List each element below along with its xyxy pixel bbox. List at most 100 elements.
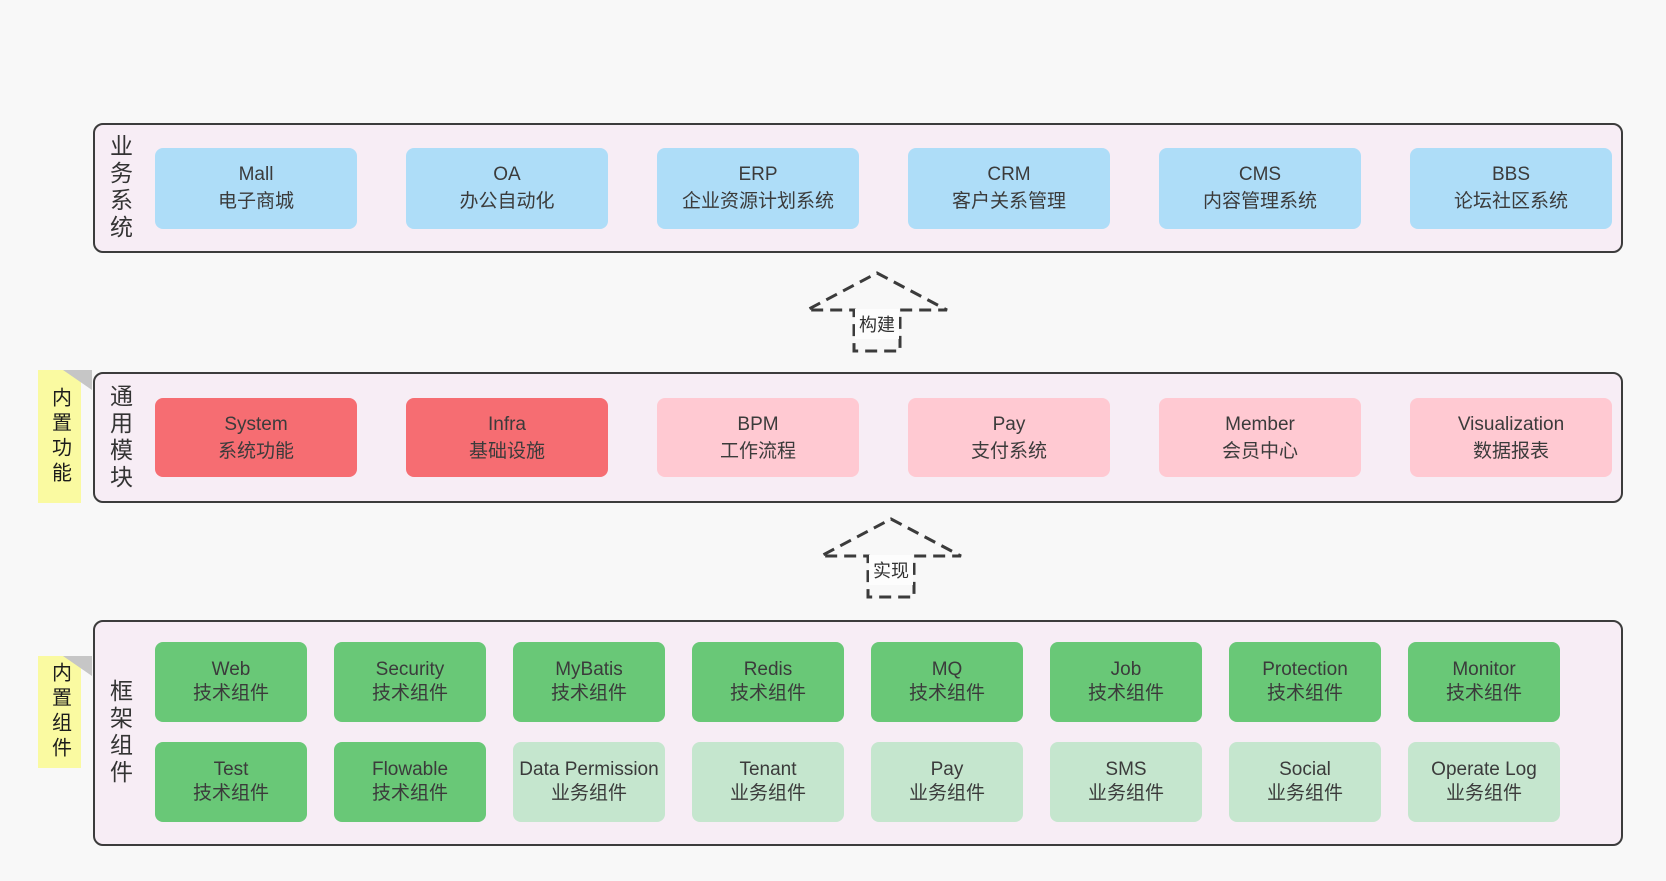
layer-common-modules: 通用模块 System 系统功能 Infra 基础设施 BPM 工作流程 Pay… [93,372,1623,503]
framework-components-row-1: Web 技术组件 Security 技术组件 MyBatis 技术组件 Redi… [155,642,1621,722]
node-bbs: BBS 论坛社区系统 [1410,147,1612,229]
node-title: Mall [238,164,274,185]
node-subtitle: 系统功能 [217,440,294,462]
node-title: Member [1225,413,1295,435]
node-subtitle: 内容管理系统 [1202,191,1317,212]
node-title: CRM [987,164,1031,185]
node-erp: ERP 企业资源计划系统 [657,147,859,229]
node-subtitle: 技术组件 [1445,683,1522,704]
node-subtitle: 技术组件 [192,783,269,804]
layer-common-modules-label: 通用模块 [106,383,133,492]
node-visualization: Visualization 数据报表 [1410,398,1612,477]
layer-framework-components: 框架组件 Web 技术组件 Security 技术组件 MyBatis 技术组件… [93,620,1623,846]
node-title: Infra [487,413,527,435]
node-pay-system: Pay 支付系统 [908,398,1110,477]
node-social: Social 业务组件 [1229,742,1381,822]
node-job: Job 技术组件 [1050,642,1202,722]
node-subtitle: 技术组件 [1266,683,1343,704]
node-subtitle: 技术组件 [371,783,448,804]
common-modules-boxes: System 系统功能 Infra 基础设施 BPM 工作流程 Pay 支付系统… [143,374,1621,501]
node-subtitle: 业务组件 [1266,783,1343,804]
node-subtitle: 工作流程 [719,440,796,462]
node-title: Pay [992,413,1026,435]
node-subtitle: 技术组件 [371,683,448,704]
framework-components-rows: Web 技术组件 Security 技术组件 MyBatis 技术组件 Redi… [143,622,1621,844]
node-title: ERP [738,164,778,185]
node-system: System 系统功能 [155,398,357,477]
node-tenant: Tenant 业务组件 [692,742,844,822]
folded-corner-icon [63,656,92,676]
framework-components-row-2: Test 技术组件 Flowable 技术组件 Data Permission … [155,742,1621,822]
node-title: Visualization [1457,413,1565,435]
node-title: BBS [1491,164,1531,185]
node-subtitle: 技术组件 [1087,683,1164,704]
node-subtitle: 支付系统 [970,440,1047,462]
node-title: MQ [931,659,963,680]
node-title: CMS [1238,164,1282,185]
node-subtitle: 电子商城 [217,191,294,212]
node-oa: OA 办公自动化 [406,147,608,229]
node-subtitle: 业务组件 [729,783,806,804]
node-subtitle: 技术组件 [550,683,627,704]
node-title: MyBatis [555,659,623,680]
node-subtitle: 业务组件 [1445,783,1522,804]
node-title: Security [375,659,445,680]
node-title: Flowable [371,759,449,780]
node-title: Web [211,659,251,680]
node-mall: Mall 电子商城 [155,147,357,229]
node-title: Redis [743,659,793,680]
node-subtitle: 基础设施 [468,440,545,462]
node-subtitle: 客户关系管理 [951,191,1066,212]
node-member: Member 会员中心 [1159,398,1361,477]
sticky-built-in-components: 内置组件 [38,656,92,768]
folded-corner-icon [63,370,92,390]
node-test: Test 技术组件 [155,742,307,822]
layer-business-systems: 业务系统 Mall 电子商城 OA 办公自动化 ERP 企业资源计划系统 CRM… [93,123,1623,253]
node-infra: Infra 基础设施 [406,398,608,477]
node-subtitle: 数据报表 [1472,440,1549,462]
implement-arrow-label: 实现 [869,555,913,585]
node-data-permission: Data Permission 业务组件 [513,742,665,822]
node-title: Pay [930,759,964,780]
node-security: Security 技术组件 [334,642,486,722]
node-subtitle: 业务组件 [1087,783,1164,804]
node-title: Protection [1262,659,1348,680]
node-pay-component: Pay 业务组件 [871,742,1023,822]
node-subtitle: 办公自动化 [459,191,555,212]
node-title: BPM [737,413,779,435]
node-subtitle: 业务组件 [550,783,627,804]
node-title: Job [1110,659,1142,680]
node-title: System [224,413,288,435]
node-bpm: BPM 工作流程 [657,398,859,477]
node-title: Data Permission [519,759,659,780]
layer-business-systems-label: 业务系统 [106,134,133,242]
node-subtitle: 会员中心 [1221,440,1298,462]
up-arrow-icon [820,517,962,599]
node-subtitle: 论坛社区系统 [1453,191,1568,212]
node-web: Web 技术组件 [155,642,307,722]
node-title: Monitor [1452,659,1516,680]
node-title: Social [1279,759,1331,780]
build-arrow: 构建 [804,270,950,354]
node-redis: Redis 技术组件 [692,642,844,722]
node-title: Operate Log [1431,759,1537,780]
node-title: SMS [1105,759,1147,780]
node-cms: CMS 内容管理系统 [1159,147,1361,229]
implement-arrow: 实现 [818,516,964,600]
node-subtitle: 技术组件 [192,683,269,704]
node-sms: SMS 业务组件 [1050,742,1202,822]
node-title: Tenant [739,759,797,780]
node-protection: Protection 技术组件 [1229,642,1381,722]
node-subtitle: 技术组件 [908,683,985,704]
node-title: OA [493,164,521,185]
node-subtitle: 技术组件 [729,683,806,704]
node-mybatis: MyBatis 技术组件 [513,642,665,722]
business-systems-boxes: Mall 电子商城 OA 办公自动化 ERP 企业资源计划系统 CRM 客户关系… [143,125,1621,251]
up-arrow-icon [806,271,948,353]
node-mq: MQ 技术组件 [871,642,1023,722]
node-operate-log: Operate Log 业务组件 [1408,742,1560,822]
sticky-built-in-components-label: 内置组件 [48,662,71,762]
node-monitor: Monitor 技术组件 [1408,642,1560,722]
node-flowable: Flowable 技术组件 [334,742,486,822]
